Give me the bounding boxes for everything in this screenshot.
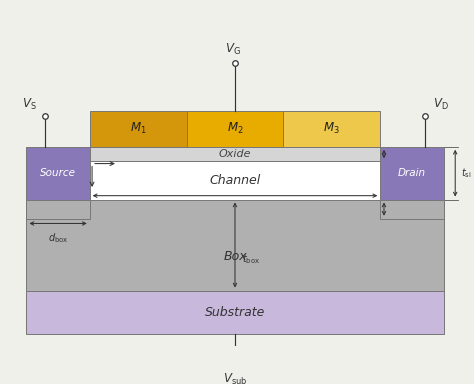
Text: M$_3$: M$_3$: [323, 121, 340, 136]
Text: $V_{\rm D}$: $V_{\rm D}$: [433, 97, 449, 112]
Text: $t_{\rm rsd}$: $t_{\rm rsd}$: [389, 202, 404, 216]
Text: M$_2$: M$_2$: [227, 121, 243, 136]
Bar: [90, 147, 380, 161]
Text: $V_{\rm sub}$: $V_{\rm sub}$: [223, 372, 247, 384]
Text: M$_1$: M$_1$: [130, 121, 146, 136]
Bar: [27, 200, 444, 291]
Text: $t_{\rm ox}$: $t_{\rm ox}$: [390, 147, 403, 161]
Text: $L$: $L$: [231, 178, 239, 190]
Text: Substrate: Substrate: [205, 306, 265, 319]
Text: Source: Source: [40, 168, 76, 178]
Text: $d_{\rm box}$: $d_{\rm box}$: [48, 231, 68, 245]
Bar: [27, 200, 90, 218]
Bar: [90, 111, 187, 147]
Text: Drain: Drain: [398, 168, 426, 178]
Bar: [283, 111, 380, 147]
Text: Channel: Channel: [210, 174, 261, 187]
Text: Box: Box: [223, 250, 247, 263]
Bar: [380, 200, 444, 218]
Bar: [187, 111, 283, 147]
Bar: [27, 291, 444, 334]
Text: Oxide: Oxide: [219, 149, 251, 159]
Text: $x$: $x$: [119, 152, 128, 162]
Bar: [90, 161, 380, 200]
Text: $y$: $y$: [81, 171, 90, 183]
Bar: [27, 147, 90, 200]
Bar: [380, 147, 444, 200]
Text: $V_{\rm S}$: $V_{\rm S}$: [22, 97, 36, 112]
Text: $V_{\rm G}$: $V_{\rm G}$: [225, 42, 240, 57]
Text: $t_{\rm si}$: $t_{\rm si}$: [461, 166, 472, 180]
Text: $t_{\rm box}$: $t_{\rm box}$: [242, 253, 260, 266]
